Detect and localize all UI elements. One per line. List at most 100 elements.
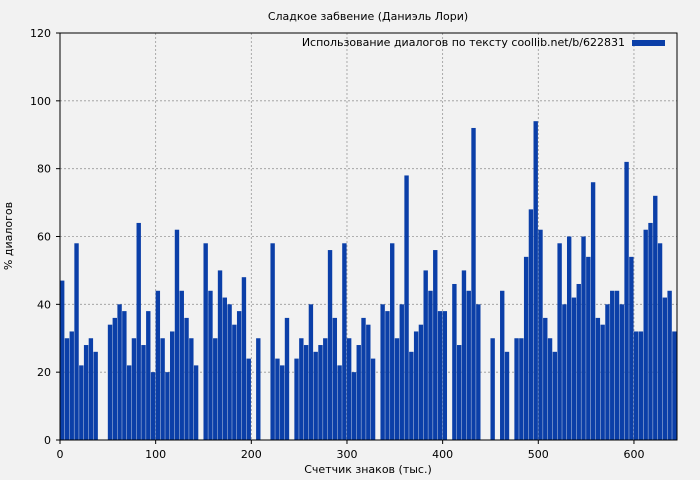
bar — [504, 351, 510, 440]
bar — [490, 338, 495, 440]
bar — [547, 338, 553, 440]
bar — [638, 331, 644, 440]
bar — [418, 324, 424, 440]
bar — [576, 283, 581, 440]
bar — [523, 256, 529, 440]
bar — [323, 338, 328, 440]
bar — [150, 372, 156, 440]
bar — [423, 270, 428, 440]
bar — [74, 243, 79, 440]
bar — [126, 365, 132, 440]
bar — [146, 311, 151, 440]
bar — [299, 338, 304, 440]
bar — [500, 290, 505, 440]
bar — [437, 311, 443, 440]
bar — [442, 311, 448, 440]
bar — [543, 317, 548, 440]
bar — [275, 358, 280, 440]
y-tick-label: 20 — [37, 366, 51, 379]
y-axis-label: % диалогов — [2, 202, 15, 270]
bar — [270, 243, 275, 440]
bar — [394, 338, 400, 440]
bar — [653, 195, 658, 440]
bar — [672, 331, 677, 440]
bar — [380, 304, 385, 440]
bar — [557, 243, 562, 440]
x-tick-label: 300 — [336, 448, 357, 461]
bar — [122, 311, 127, 440]
bar — [208, 290, 213, 440]
x-tick-label: 500 — [528, 448, 549, 461]
bar — [246, 358, 251, 440]
bar — [614, 290, 620, 440]
bar — [643, 229, 648, 440]
bar — [294, 358, 299, 440]
bar — [538, 229, 543, 440]
bar — [131, 338, 137, 440]
bar — [605, 304, 610, 440]
bar — [232, 324, 237, 440]
bar — [619, 304, 624, 440]
bar — [519, 338, 524, 440]
bar — [610, 290, 615, 440]
bar — [552, 351, 558, 440]
bar — [313, 351, 318, 440]
bar — [308, 304, 314, 440]
bar — [222, 297, 228, 440]
x-tick-label: 100 — [145, 448, 166, 461]
bar — [136, 222, 141, 440]
bar — [236, 311, 242, 440]
x-axis-label: Счетчик знаков (тыс.) — [304, 463, 432, 476]
y-tick-label: 80 — [37, 163, 51, 176]
bar — [633, 331, 639, 440]
bar — [471, 127, 476, 440]
bar — [303, 345, 309, 440]
bar — [590, 182, 596, 440]
bar — [361, 317, 366, 440]
bar — [256, 338, 261, 440]
bar — [571, 297, 577, 440]
bar — [366, 324, 371, 440]
bar — [351, 372, 357, 440]
bar — [629, 256, 634, 440]
y-tick-label: 100 — [30, 95, 51, 108]
bar — [370, 358, 376, 440]
bar — [452, 283, 457, 440]
bar — [141, 345, 146, 440]
bar-series — [60, 121, 677, 440]
bar — [528, 209, 534, 440]
bar — [466, 290, 471, 440]
bar — [165, 372, 170, 440]
legend-swatch — [632, 40, 665, 46]
y-tick-label: 60 — [37, 231, 51, 244]
bar — [337, 365, 342, 440]
bar — [404, 175, 409, 440]
bar — [624, 161, 629, 440]
bar — [160, 338, 165, 440]
chart-title: Сладкое забвение (Даниэль Лори) — [268, 10, 468, 23]
bar — [413, 331, 419, 440]
bar — [662, 297, 668, 440]
bar — [356, 345, 361, 440]
bar — [79, 365, 84, 440]
y-tick-label: 120 — [30, 27, 51, 40]
bar — [227, 304, 232, 440]
bar — [456, 345, 462, 440]
x-tick-label: 600 — [623, 448, 644, 461]
bar — [284, 317, 290, 440]
bar — [327, 250, 333, 440]
bar — [179, 290, 184, 440]
legend-label: Использование диалогов по тексту coollib… — [302, 36, 625, 49]
bar — [385, 311, 390, 440]
bar — [112, 317, 117, 440]
bar — [514, 338, 519, 440]
x-tick-label: 200 — [241, 448, 262, 461]
bar — [193, 365, 199, 440]
bar — [93, 351, 98, 440]
bar — [433, 250, 438, 440]
bar — [203, 243, 208, 440]
bar — [346, 338, 352, 440]
bar — [409, 351, 414, 440]
bar — [69, 331, 74, 440]
